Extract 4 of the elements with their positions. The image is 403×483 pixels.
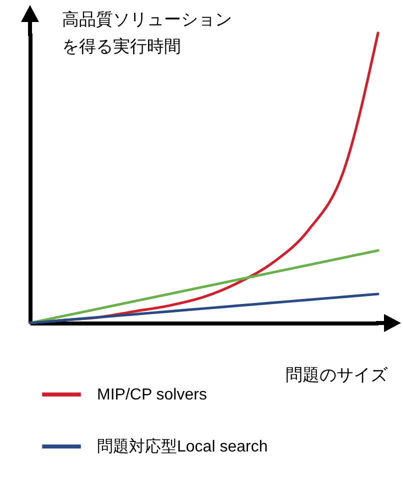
y-axis-title: 高品質ソリューションを得る実行時間 — [62, 9, 233, 58]
x-axis-title: 問題のサイズ — [286, 366, 388, 384]
legend-label: MIP/CP solvers — [97, 386, 207, 404]
legend-label: 問題対応型Local search — [97, 438, 268, 456]
